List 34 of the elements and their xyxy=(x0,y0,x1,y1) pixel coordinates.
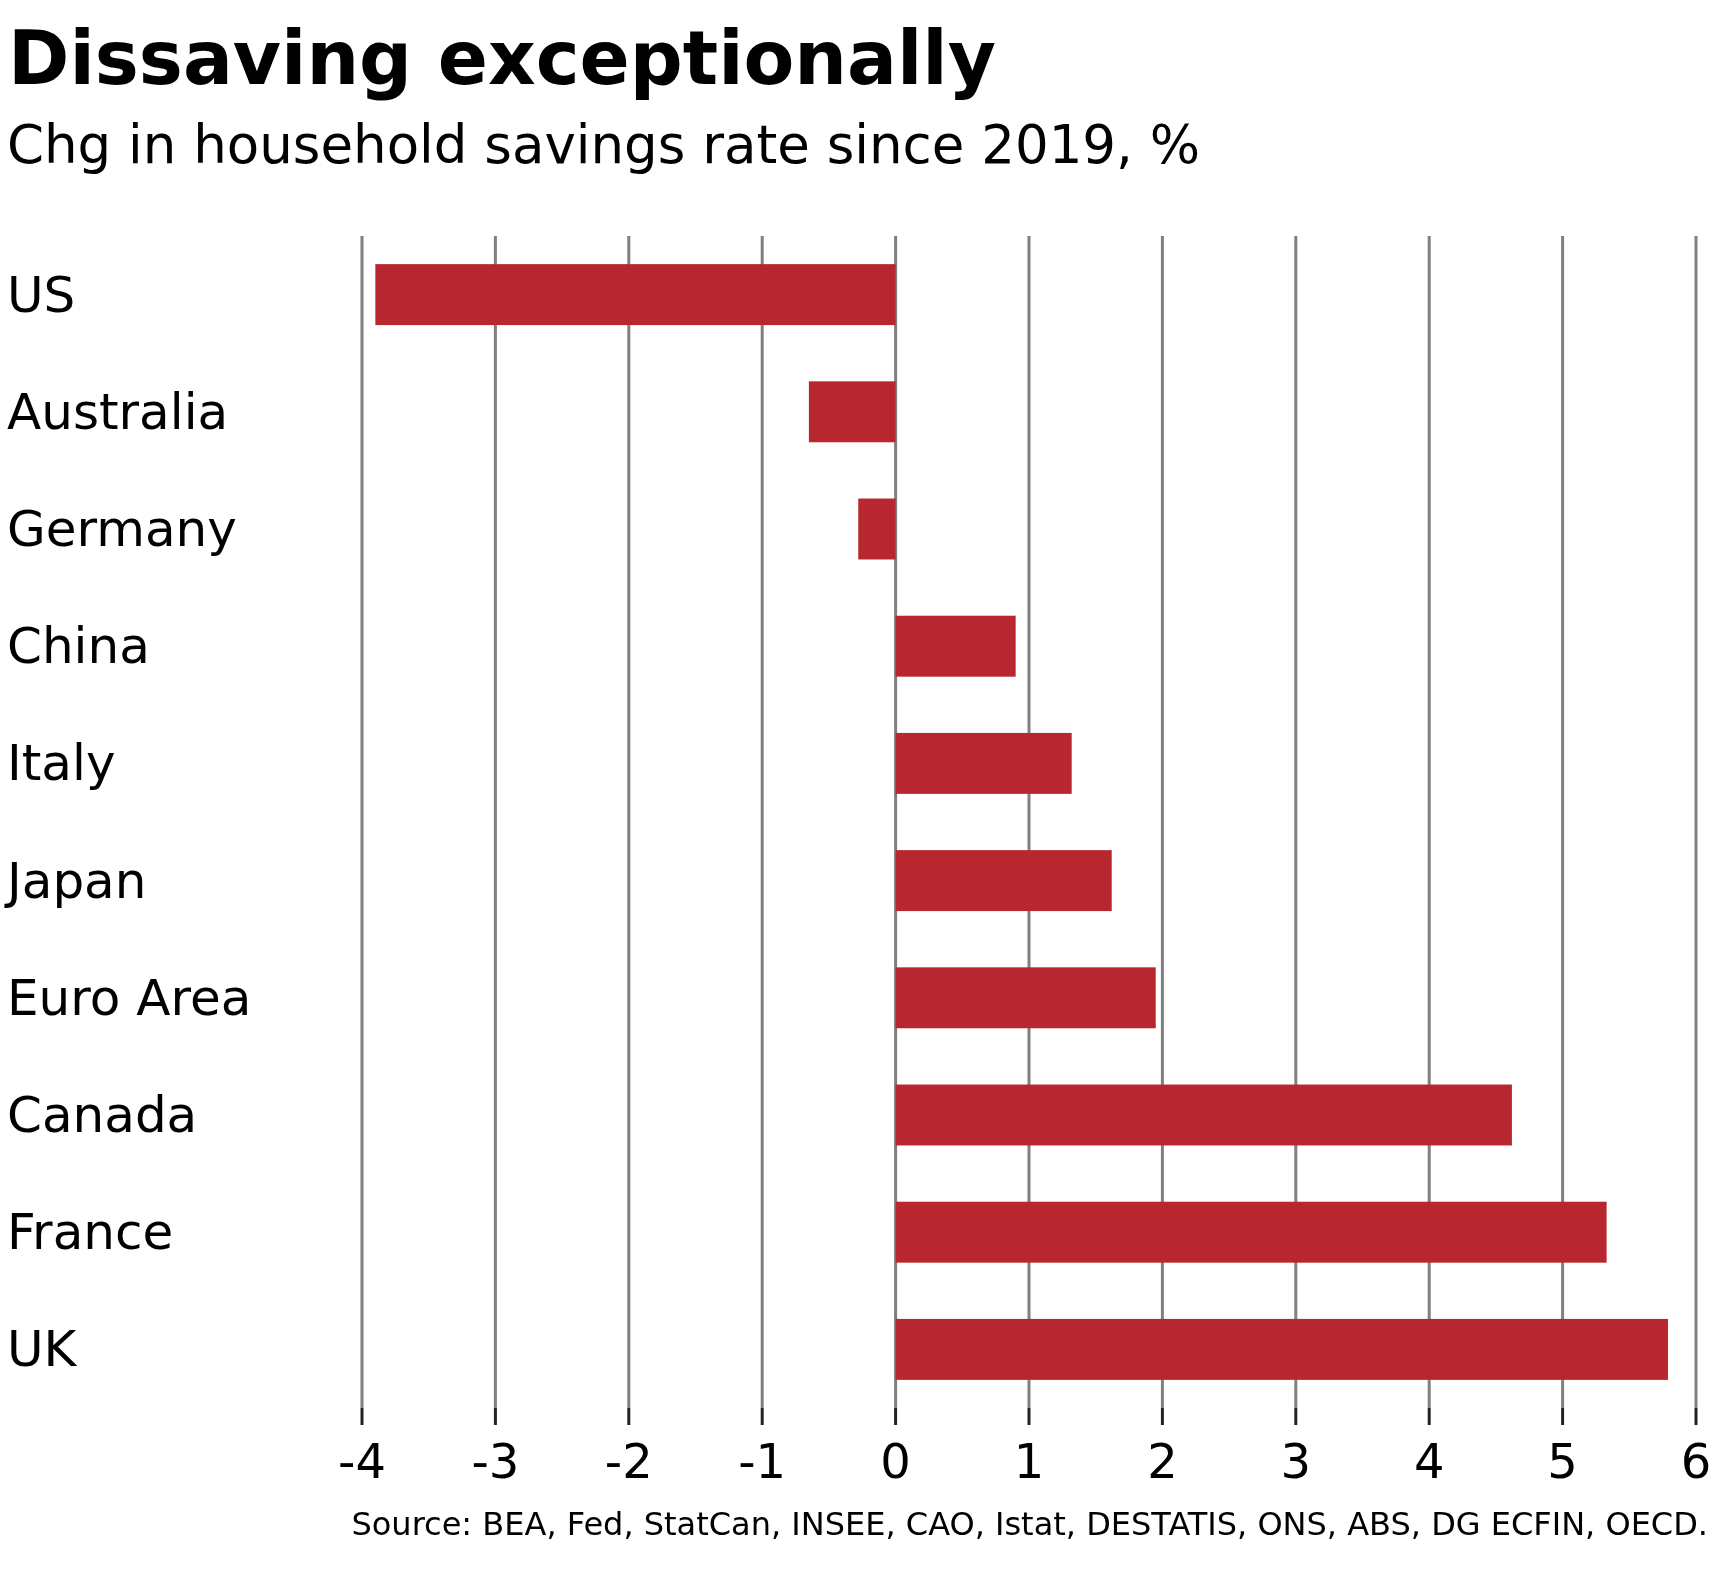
y-tick-label: Japan xyxy=(4,851,147,910)
bar xyxy=(808,381,896,443)
x-tick-label: -1 xyxy=(738,1433,787,1489)
bar xyxy=(895,732,1072,794)
x-tick-label: -4 xyxy=(338,1433,386,1489)
x-tick-label: 2 xyxy=(1147,1433,1178,1489)
bar xyxy=(895,850,1112,912)
bar xyxy=(895,1084,1512,1146)
bar xyxy=(895,967,1156,1029)
source-note: Source: BEA, Fed, StatCan, INSEE, CAO, Istat, DESTATIS, ONS, ABS, DG ECFIN, OECD. xyxy=(351,1505,1708,1543)
x-tick-label: 5 xyxy=(1547,1433,1578,1489)
chart-title: Dissaving exceptionally xyxy=(8,15,996,101)
y-tick-label: Germany xyxy=(7,500,237,558)
bar xyxy=(895,1201,1607,1263)
x-tick-label: -2 xyxy=(604,1433,653,1489)
x-tick-label: 4 xyxy=(1413,1433,1445,1489)
y-tick-label: UK xyxy=(7,1320,78,1379)
y-tick-label: France xyxy=(7,1203,174,1262)
chart-subtitle: Chg in household savings rate since 2019, % xyxy=(7,114,1201,175)
y-tick-label: US xyxy=(7,265,76,324)
y-tick-label: Euro Area xyxy=(7,968,252,1027)
y-tick-label: China xyxy=(7,617,150,676)
y-tick-label: Australia xyxy=(7,382,229,441)
x-tick-label: 6 xyxy=(1680,1433,1712,1489)
bar xyxy=(895,615,1016,677)
x-tick-label: -3 xyxy=(471,1433,520,1489)
y-tick-label: Canada xyxy=(7,1086,198,1144)
bar xyxy=(895,1318,1668,1380)
bar xyxy=(858,498,896,560)
y-tick-label: Italy xyxy=(7,734,116,793)
bar xyxy=(375,264,896,326)
x-tick-label: 1 xyxy=(1013,1433,1045,1489)
x-tick-label: 0 xyxy=(880,1433,911,1489)
x-tick-label: 3 xyxy=(1280,1433,1312,1489)
